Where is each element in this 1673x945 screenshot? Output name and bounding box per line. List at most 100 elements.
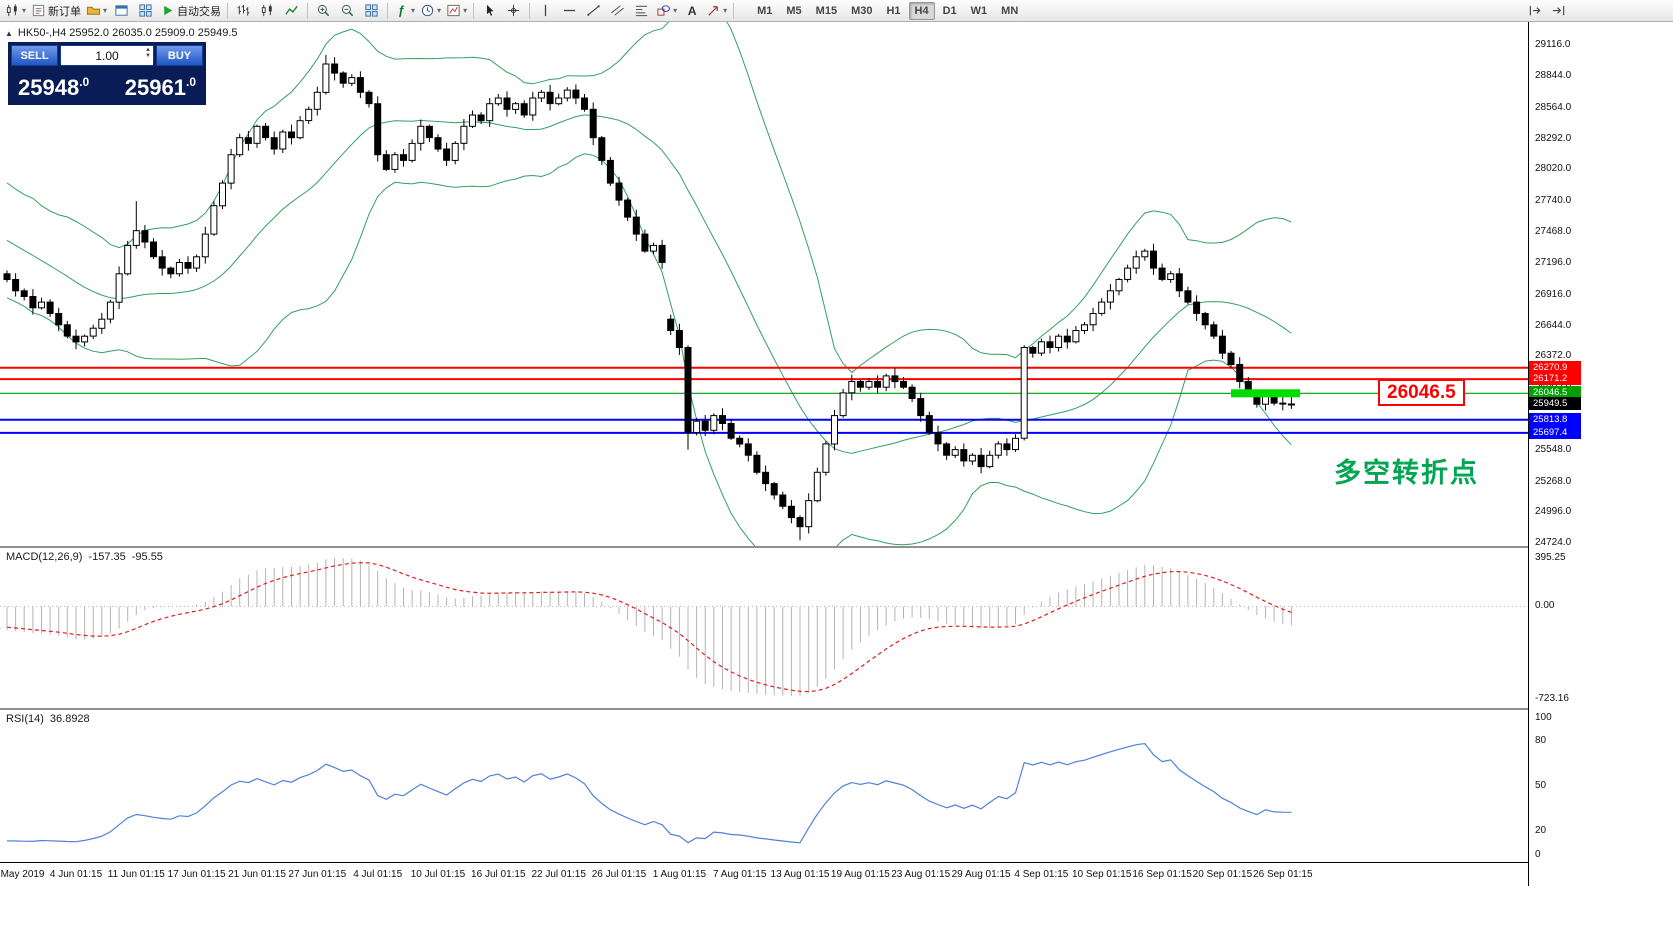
volume-spinner[interactable]: ▲ ▼ xyxy=(145,47,151,59)
shapes-button[interactable]: ▾ xyxy=(654,1,679,20)
chevron-down-icon: ▾ xyxy=(463,6,468,15)
tile-icon xyxy=(364,3,379,18)
macd-plot[interactable] xyxy=(0,548,1528,708)
date-axis-label: 16 Jul 01:15 xyxy=(471,869,526,880)
zoom-in-button[interactable] xyxy=(312,1,335,20)
horizontal-line-button[interactable] xyxy=(558,1,581,20)
timeframe-w1-button[interactable]: W1 xyxy=(970,4,988,17)
timeframe-h1-button[interactable]: H1 xyxy=(886,4,901,17)
toolbar: ▾ 新订单 ▾ 自动交易 ▾ ▾ ▾ ▾ ▾ M1 M5 M15 M30 H1 H4 D1 W1 MN xyxy=(0,0,1673,22)
play-icon xyxy=(160,3,175,18)
rsi-name: RSI(14) xyxy=(6,713,44,725)
turning-point-annotation[interactable]: 多空转折点 xyxy=(1334,458,1479,488)
order-icon xyxy=(31,3,46,18)
date-axis-label: 10 Jul 01:15 xyxy=(410,869,466,880)
date-axis-label: 17 Jun 01:15 xyxy=(167,869,226,880)
template-icon xyxy=(446,3,461,18)
timeframe-h4-button[interactable]: H4 xyxy=(908,1,935,20)
market-watch-button[interactable] xyxy=(110,1,133,20)
crosshair-button[interactable] xyxy=(502,1,525,20)
tline-icon xyxy=(586,3,601,18)
spinner-up-icon[interactable]: ▲ xyxy=(145,47,151,53)
auto-trading-button-label: 自动交易 xyxy=(177,5,222,18)
price-callout-label[interactable]: 26046.5 xyxy=(1378,379,1465,406)
price-axis-label: 28844.0 xyxy=(1535,69,1572,81)
toolbar-separator xyxy=(529,2,531,19)
scroll-icon xyxy=(1551,3,1566,18)
fibonacci-button[interactable] xyxy=(630,1,653,20)
periods-button[interactable]: ▾ xyxy=(418,1,443,20)
auto-trading-button[interactable]: 自动交易 xyxy=(158,1,223,20)
candle-icon xyxy=(260,3,275,18)
vertical-line-button[interactable] xyxy=(534,1,557,20)
date-axis-label: 26 Jul 01:15 xyxy=(591,869,647,880)
cursor-button[interactable] xyxy=(478,1,501,20)
templates-button[interactable]: ▾ xyxy=(444,1,469,20)
zoomin-icon xyxy=(316,3,331,18)
navigator-button[interactable] xyxy=(134,1,157,20)
sell-button[interactable]: SELL xyxy=(11,45,58,66)
timeframe-m1-button[interactable]: M1 xyxy=(757,4,773,17)
arrows-button[interactable]: ▾ xyxy=(704,1,729,20)
rsi-plot[interactable] xyxy=(0,710,1528,862)
text-button[interactable] xyxy=(680,1,703,20)
indicators-button[interactable]: ▾ xyxy=(392,1,417,20)
toolbar-separator xyxy=(307,2,309,19)
date-axis-label: 21 Jun 01:15 xyxy=(228,869,286,880)
price-line-tag: 25697.4 xyxy=(1529,425,1581,439)
indicator-icon xyxy=(394,3,409,18)
timeframe-m15-button[interactable]: M15 xyxy=(815,4,838,17)
barchart-icon xyxy=(236,3,251,18)
toolbar-separator xyxy=(387,2,389,19)
price-axis-label: 24996.0 xyxy=(1535,506,1572,518)
timeframe-m5-button[interactable]: M5 xyxy=(786,4,802,17)
rsi-axis-label: 50 xyxy=(1535,780,1547,791)
new-order-button[interactable]: 新订单 xyxy=(29,1,83,20)
bar-chart-button[interactable] xyxy=(232,1,255,20)
buy-price: 25961.0 xyxy=(124,75,196,100)
chart-shift-icon: ▲ xyxy=(5,28,13,38)
volume-value: 1.00 xyxy=(95,48,119,63)
price-axis-label: 27196.0 xyxy=(1535,256,1572,268)
toolbar-separator xyxy=(227,2,229,19)
chart-title: ▲ HK50-,H4 25952.0 26035.0 25909.0 25949… xyxy=(5,27,238,39)
trendline-button[interactable] xyxy=(582,1,605,20)
spinner-down-icon[interactable]: ▼ xyxy=(145,53,151,59)
candlestick-plot[interactable] xyxy=(0,22,1528,546)
date-axis-label: 16 Sep 01:15 xyxy=(1132,869,1192,880)
macd-axis-label: 0.00 xyxy=(1535,600,1555,612)
window-icon xyxy=(114,3,129,18)
chart-shift-button[interactable] xyxy=(1524,1,1547,20)
pane-splitter-macd[interactable] xyxy=(0,546,1673,548)
timeframe-mn-button[interactable]: MN xyxy=(1001,4,1019,17)
price-line-tag: 25813.8 xyxy=(1529,412,1581,426)
price-axis[interactable]: 29116.0 28844.0 28564.0 28292.0 28020.0 27740… xyxy=(1529,22,1673,886)
chart-ohlc-title: HK50-,H4 25952.0 26035.0 25909.0 25949.5 xyxy=(17,27,238,39)
macd-name: MACD(12,26,9) xyxy=(6,551,83,563)
price-line-tag: 26046.5 xyxy=(1529,386,1581,400)
buy-button[interactable]: BUY xyxy=(156,45,203,66)
date-axis-label: 10 Sep 01:15 xyxy=(1071,869,1132,880)
tile-windows-button[interactable] xyxy=(360,1,383,20)
candlestick-chart-button[interactable] xyxy=(256,1,279,20)
clock-icon xyxy=(420,3,435,18)
zoom-out-button[interactable] xyxy=(336,1,359,20)
pane-splitter-rsi[interactable] xyxy=(0,708,1673,710)
auto-scroll-button[interactable] xyxy=(1547,1,1570,20)
chevron-down-icon: ▾ xyxy=(411,6,416,15)
cursor-icon xyxy=(482,3,497,18)
timeframe-d1-button[interactable]: D1 xyxy=(942,4,957,17)
timeframe-m30-button[interactable]: M30 xyxy=(851,4,873,17)
channel-button[interactable] xyxy=(606,1,629,20)
new-chart-button[interactable]: ▾ xyxy=(3,1,28,20)
price-axis-label: 27468.0 xyxy=(1535,226,1572,238)
volume-input[interactable]: 1.00 ▲ ▼ xyxy=(60,45,154,66)
profiles-button[interactable]: ▾ xyxy=(84,1,109,20)
line-chart-button[interactable] xyxy=(280,1,303,20)
rsi-axis-label: 80 xyxy=(1535,735,1547,746)
macd-value: -157.35 xyxy=(88,551,126,563)
price-line-tag: 26171.2 xyxy=(1529,372,1581,386)
date-axis-label: 13 Aug 01:15 xyxy=(770,869,830,880)
